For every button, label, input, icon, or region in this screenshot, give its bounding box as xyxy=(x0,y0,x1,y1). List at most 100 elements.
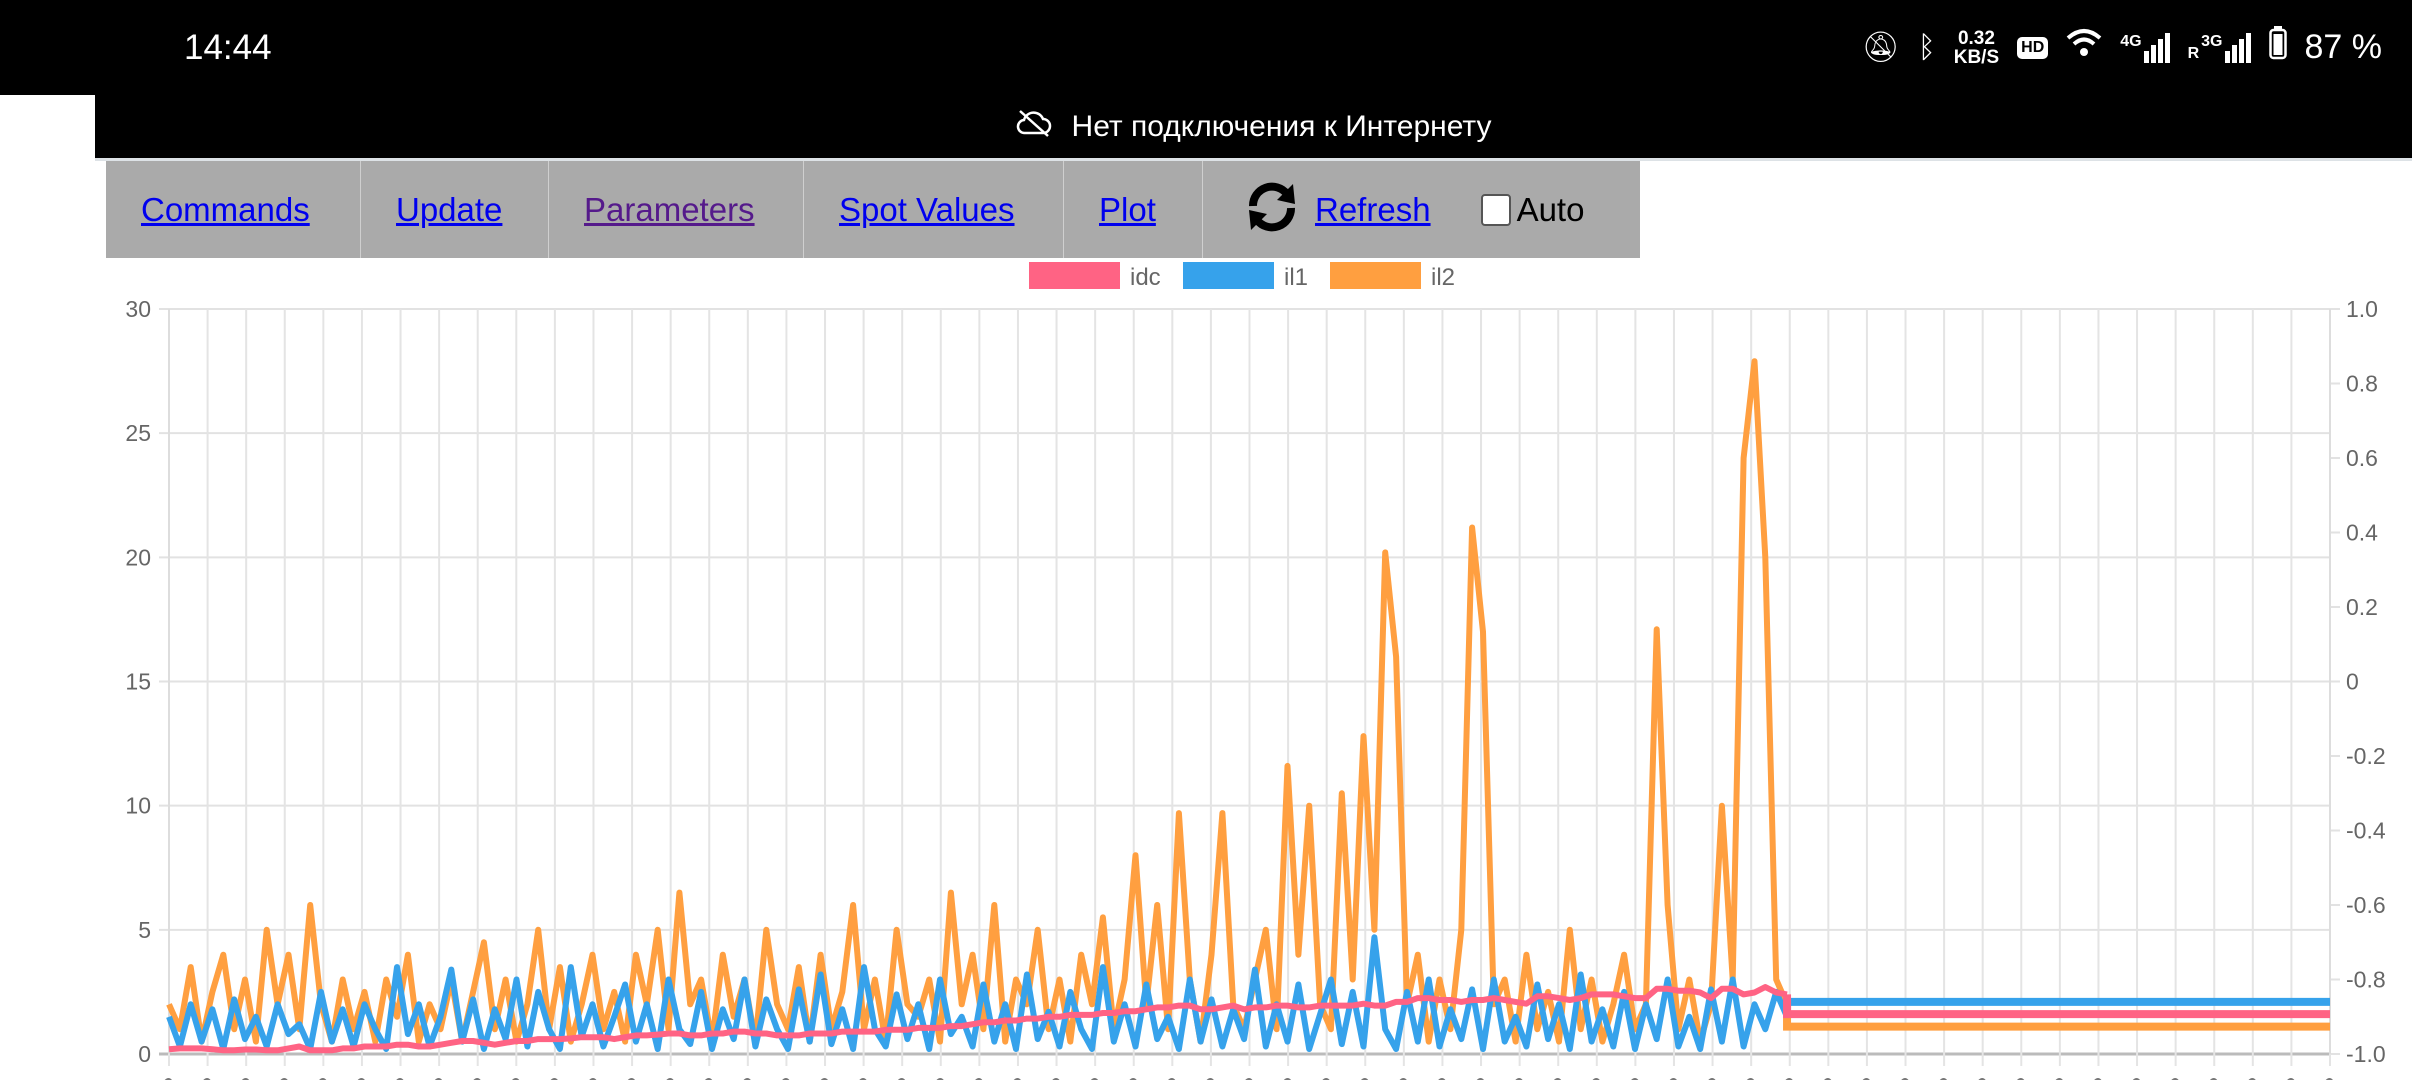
x-tick-label-clipped xyxy=(550,1078,558,1080)
x-tick-label-clipped xyxy=(1399,1078,1407,1080)
x-tick-label-clipped xyxy=(705,1078,713,1080)
status-bar: 14:44 🔕︎ ᛒ 0.32 KB/S HD 4G R 3G 87 % xyxy=(0,0,2412,95)
nav-link-spot-values[interactable]: Spot Values xyxy=(839,190,1015,228)
x-tick-label-clipped xyxy=(1669,1078,1677,1080)
divider xyxy=(95,158,2412,161)
x-tick-label-clipped xyxy=(743,1078,751,1080)
signal-3g-icon: R 3G xyxy=(2188,32,2251,63)
x-tick-label-clipped xyxy=(666,1078,674,1080)
hd-icon: HD xyxy=(2017,36,2049,59)
x-tick-label-clipped xyxy=(241,1078,250,1080)
x-tick-label-clipped xyxy=(319,1078,327,1080)
legend-swatch-idc xyxy=(1029,262,1120,289)
x-tick-label-clipped xyxy=(2287,1078,2295,1080)
bluetooth-icon: ᛒ xyxy=(1917,30,1936,64)
refresh-icon[interactable] xyxy=(1241,176,1303,243)
y-right-tick-label: -1.0 xyxy=(2346,1041,2386,1067)
x-tick-label-clipped xyxy=(859,1078,867,1080)
x-tick-label-clipped xyxy=(1939,1078,1948,1080)
chart-legend: idc il1 il2 xyxy=(1029,262,1455,291)
y-right-tick-label: -0.4 xyxy=(2346,818,2386,844)
refresh-link[interactable]: Refresh xyxy=(1315,190,1431,228)
wifi-icon xyxy=(2066,28,2102,67)
nav-link-update[interactable]: Update xyxy=(396,190,503,228)
y-right-tick-label: -0.6 xyxy=(2346,892,2386,918)
offline-banner: Нет подключения к Интернету xyxy=(95,95,2412,158)
x-tick-label-clipped xyxy=(512,1078,520,1080)
x-tick-label-clipped xyxy=(1322,1078,1330,1080)
x-tick-label-clipped xyxy=(2132,1078,2140,1080)
x-tick-label-clipped xyxy=(203,1078,211,1080)
x-tick-label-clipped xyxy=(1168,1078,1176,1080)
y-left-tick-label: 30 xyxy=(125,296,151,322)
x-tick-label-clipped xyxy=(1476,1078,1484,1080)
x-tick-label-clipped xyxy=(1708,1078,1716,1080)
legend-label-il1: il1 xyxy=(1284,264,1308,291)
cloud-off-icon xyxy=(1016,109,1052,145)
x-tick-label-clipped xyxy=(1631,1078,1639,1080)
x-tick-label-clipped xyxy=(2209,1078,2218,1080)
series-line-il1 xyxy=(166,934,1790,1052)
x-tick-label-clipped xyxy=(1206,1078,1214,1080)
nav-bar: Commands Update Parameters Spot Values P… xyxy=(106,161,1640,258)
x-tick-label-clipped xyxy=(1245,1078,1253,1080)
chart-series xyxy=(166,358,2330,1054)
legend-swatch-il1 xyxy=(1183,262,1274,289)
y-axis-left: 0 5 10 15 20 25 30 xyxy=(125,296,151,1067)
y-right-tick-label: 0.2 xyxy=(2346,594,2378,620)
x-tick-label-clipped xyxy=(2094,1078,2102,1080)
y-right-tick-label: 0.8 xyxy=(2346,371,2378,397)
series-line-il2 xyxy=(166,358,1790,1045)
speed-unit: KB/S xyxy=(1953,46,2000,68)
x-tick-label-clipped xyxy=(589,1078,597,1080)
nav-cell-commands: Commands xyxy=(106,161,361,258)
x-tick-label-clipped xyxy=(2017,1078,2025,1080)
clock: 14:44 xyxy=(184,28,272,67)
net1-label: 4G xyxy=(2120,32,2142,50)
nav-cell-update: Update xyxy=(361,161,549,258)
y-right-tick-label: 1.0 xyxy=(2346,296,2378,322)
x-tick-label-clipped xyxy=(1785,1078,1793,1080)
x-tick-label-clipped xyxy=(1129,1078,1137,1080)
x-tick-label-clipped xyxy=(820,1078,828,1080)
y-right-tick-label: 0.4 xyxy=(2346,520,2378,546)
series-hold-line-idc xyxy=(1783,994,2330,1019)
y-right-tick-label: 0.6 xyxy=(2346,445,2378,471)
x-tick-label-clipped xyxy=(2055,1078,2063,1080)
bell-muted-icon: 🔕︎ xyxy=(1861,31,1900,64)
nav-cell-refresh: Refresh Auto xyxy=(1203,161,1640,258)
network-speed: 0.32 KB/S xyxy=(1954,29,1999,67)
x-tick-label-clipped xyxy=(782,1078,790,1080)
x-tick-label-clipped xyxy=(2248,1078,2256,1080)
x-tick-label-clipped xyxy=(1052,1078,1060,1080)
x-tick-label-clipped xyxy=(1553,1078,1562,1080)
x-tick-label-clipped xyxy=(1013,1078,1021,1080)
x-tick-label-clipped xyxy=(2325,1078,2333,1080)
offline-text: Нет подключения к Интернету xyxy=(1071,109,1492,143)
legend-swatch-il2 xyxy=(1330,262,1421,289)
y-right-tick-label: -0.2 xyxy=(2346,743,2386,769)
y-left-tick-label: 0 xyxy=(138,1041,151,1067)
y-axis-right: 1.0 0.8 0.6 0.4 0.2 0 -0.2 -0.4 -0.6 -0.8 -1.0 xyxy=(2346,296,2386,1067)
y-left-tick-label: 15 xyxy=(125,669,151,695)
line-chart: idc il1 il2 0 5 10 15 20 25 30 1.0 0.8 0.6 0.4 0.2 0 -… xyxy=(125,262,2386,1080)
nav-cell-plot: Plot xyxy=(1064,161,1203,258)
x-tick-label-clipped xyxy=(897,1078,906,1080)
nav-link-parameters[interactable]: Parameters xyxy=(584,190,755,228)
chart-grid xyxy=(159,308,2340,1066)
speed-value: 0.32 xyxy=(1957,27,1995,49)
x-tick-label-clipped xyxy=(1862,1078,1870,1080)
system-icons: 🔕︎ ᛒ 0.32 KB/S HD 4G R 3G 87 % xyxy=(1862,26,2382,69)
x-tick-label-clipped xyxy=(164,1078,172,1080)
nav-link-commands[interactable]: Commands xyxy=(141,190,310,228)
auto-checkbox[interactable] xyxy=(1480,193,1511,226)
x-axis-ticks xyxy=(164,1078,2333,1080)
x-tick-label-clipped xyxy=(434,1078,443,1080)
x-tick-label-clipped xyxy=(2171,1078,2179,1080)
legend-label-idc: idc xyxy=(1130,264,1161,291)
x-tick-label-clipped xyxy=(627,1078,635,1080)
nav-link-plot[interactable]: Plot xyxy=(1099,190,1156,228)
nav-cell-parameters: Parameters xyxy=(549,161,804,258)
series-idc xyxy=(168,984,2330,1054)
x-tick-label-clipped xyxy=(357,1078,365,1080)
